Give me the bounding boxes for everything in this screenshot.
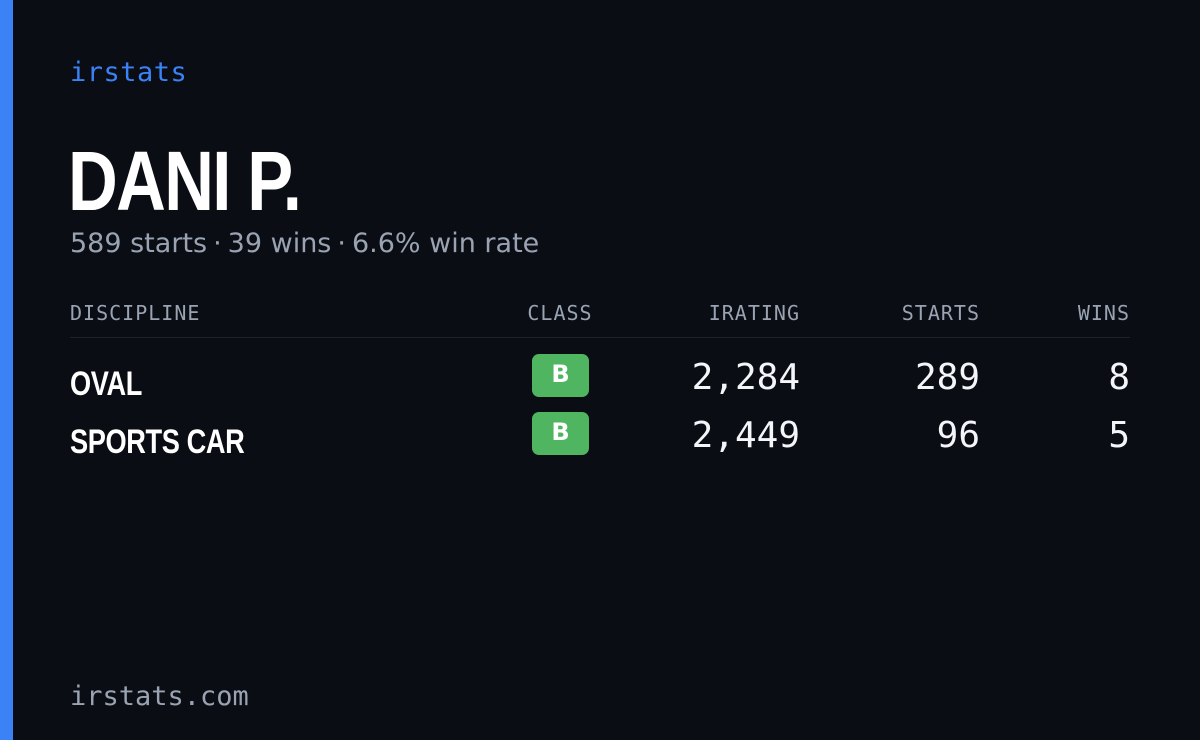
table-row-oval: OVAL B 2,284 289 8 <box>70 354 1130 404</box>
discipline-label: SPORTS CAR <box>70 423 245 461</box>
wins-value: 5 <box>1108 415 1130 456</box>
header-discipline: DISCIPLINE <box>70 301 201 325</box>
brand-logo-text: irstats <box>70 57 188 88</box>
win-rate: 6.6% win rate <box>351 228 540 259</box>
wins-value: 8 <box>1108 357 1130 398</box>
driver-summary: 589 starts · 39 wins · 6.6% win rate <box>70 227 539 261</box>
total-wins: 39 wins <box>227 228 332 259</box>
summary-separator: · <box>213 228 222 259</box>
header-class: CLASS <box>527 301 593 325</box>
irating-value: 2,449 <box>691 415 800 456</box>
table-row-sports-car: SPORTS CAR B 2,449 96 5 <box>70 412 1130 462</box>
discipline-label: OVAL <box>70 365 142 403</box>
starts-value: 289 <box>914 357 980 398</box>
summary-separator: · <box>337 228 346 259</box>
irating-value: 2,284 <box>691 357 800 398</box>
starts-value: 96 <box>936 415 980 456</box>
header-starts: STARTS <box>901 301 980 325</box>
stats-table-header: DISCIPLINE CLASS IRATING STARTS WINS <box>70 298 1130 338</box>
header-wins: WINS <box>1077 301 1130 325</box>
license-class-badge: B <box>532 354 589 397</box>
footer-domain: irstats.com <box>70 681 249 712</box>
accent-bar <box>0 0 13 740</box>
total-starts: 589 starts <box>70 228 208 259</box>
license-class-badge: B <box>532 412 589 455</box>
header-irating: IRATING <box>708 301 800 325</box>
driver-name: DANI P. <box>68 134 302 228</box>
